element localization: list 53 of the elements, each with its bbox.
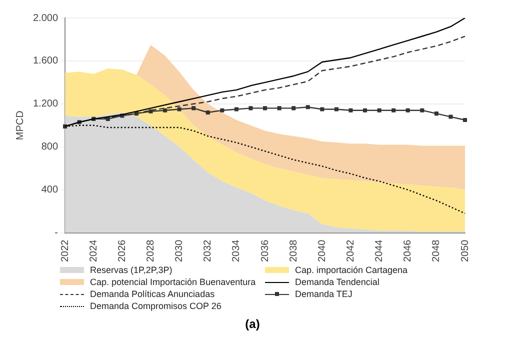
x-tick-label: 2030 [174, 239, 186, 262]
x-tick-label: 2024 [88, 239, 100, 262]
point [406, 108, 410, 112]
legend-label: Cap. importación Cartagena [295, 265, 408, 275]
point [448, 114, 453, 119]
x-tick-label: 2044 [374, 239, 386, 262]
point [392, 108, 396, 112]
x-tick-label: 2038 [288, 239, 300, 262]
y-tick-label: 1.600 [32, 56, 58, 67]
point [348, 108, 353, 112]
point [206, 110, 210, 115]
y-axis-title: MPCD [14, 110, 26, 140]
point [306, 105, 310, 110]
point [462, 118, 468, 122]
text: (a) [244, 317, 261, 331]
legend-label: Demanda TEJ [295, 289, 352, 299]
x-tick-label: 2050 [460, 239, 471, 262]
x-tick-label: 2026 [116, 239, 128, 262]
point [163, 108, 168, 112]
y-tick-label: 400 [41, 184, 58, 196]
x-tick-label: 2042 [345, 239, 356, 262]
point [292, 106, 296, 110]
point [420, 108, 424, 112]
x-tick-label: 2040 [316, 239, 328, 262]
point [220, 108, 224, 112]
x-tick-label: 2048 [431, 239, 442, 262]
x-tick-label: 2046 [402, 239, 414, 262]
point [263, 106, 268, 110]
legend-label: Cap. potencial Importación Buenaventura [90, 277, 256, 287]
legend-label: Demanda Tendencial [295, 277, 380, 287]
point [192, 106, 196, 110]
x-tick-label: 2028 [145, 239, 156, 262]
point [334, 107, 338, 112]
legend-label: Demanda Políticas Anunciadas [90, 289, 215, 299]
point [434, 112, 438, 116]
y-tick-label: - [54, 228, 58, 239]
x-tick-label: 2034 [231, 239, 242, 262]
x-tick-label: 2032 [202, 239, 214, 262]
x-tick-label: 2036 [260, 239, 271, 262]
y-tick-label: 2.000 [32, 12, 58, 24]
point [277, 106, 282, 110]
x-tick-label: 2022 [60, 239, 71, 262]
point [362, 108, 368, 112]
y-tick-label: 1.200 [32, 98, 58, 110]
point [248, 106, 253, 110]
point [320, 107, 324, 112]
point [234, 107, 238, 112]
point [377, 108, 382, 112]
point [177, 107, 182, 112]
point [148, 109, 153, 114]
legend-label: Demanda Compromisos COP 26 [90, 301, 222, 311]
legend-label: Reservas (1P,2P,3P) [90, 265, 172, 275]
y-tick-label: 800 [41, 142, 58, 153]
